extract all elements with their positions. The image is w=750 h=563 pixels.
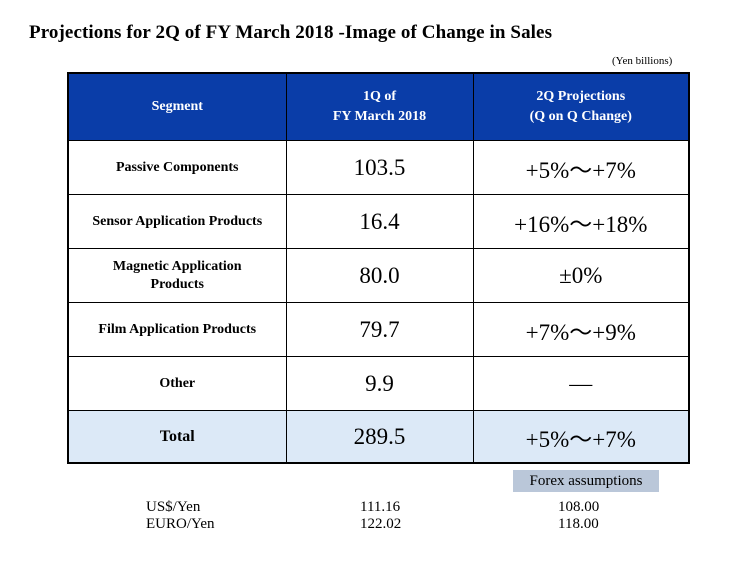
forex-euro-q1: 122.02 (360, 516, 402, 532)
row-q2-projection: +7%～+9% (472, 302, 690, 357)
row-q2-projection: — (472, 356, 690, 411)
row-segment: Film Application Products (67, 302, 287, 357)
unit-label: (Yen billions) (612, 55, 673, 67)
header-q1-line2: FY March 2018 (332, 109, 427, 124)
row-q1-value: 80.0 (285, 248, 474, 303)
forex-label-usd: US$/Yen (146, 499, 201, 515)
header-q2-line2: (Q on Q Change) (529, 109, 632, 124)
table-row: Magnetic Application Products 80.0 ±0% (67, 248, 690, 303)
row-q1-value: 79.7 (285, 302, 474, 357)
row-q1-value: 9.9 (285, 356, 474, 411)
row-segment: Sensor Application Products (67, 194, 287, 249)
forex-usd-q2: 108.00 (558, 499, 600, 515)
sales-projection-table: Segment 1Q of FY March 2018 2Q Projectio… (67, 72, 690, 464)
table-total-row: Total 289.5 +5%～+7% (67, 410, 690, 464)
row-q2-projection: ±0% (472, 248, 690, 303)
row-segment: Other (67, 356, 287, 411)
table-row: Other 9.9 — (67, 356, 690, 411)
row-segment-line1: Magnetic Application (112, 258, 242, 274)
total-q1-value: 289.5 (285, 410, 474, 464)
row-segment-line2: Products (150, 276, 204, 292)
table-row: Passive Components 103.5 +5%～+7% (67, 140, 690, 195)
row-q1-value: 16.4 (285, 194, 474, 249)
forex-assumptions-badge: Forex assumptions (513, 470, 659, 492)
header-q1-line1: 1Q of (362, 89, 397, 104)
row-q2-projection: +5%～+7% (472, 140, 690, 195)
forex-usd-q1: 111.16 (360, 499, 401, 515)
table-header-row: Segment 1Q of FY March 2018 2Q Projectio… (67, 72, 690, 141)
row-q1-value: 103.5 (285, 140, 474, 195)
forex-label-euro: EURO/Yen (146, 516, 215, 532)
total-segment: Total (67, 410, 287, 464)
table-row: Sensor Application Products 16.4 +16%～+1… (67, 194, 690, 249)
row-segment: Passive Components (67, 140, 287, 195)
header-q1: 1Q of FY March 2018 (285, 72, 474, 141)
header-q2: 2Q Projections (Q on Q Change) (472, 72, 690, 141)
row-q2-projection: +16%～+18% (472, 194, 690, 249)
page-title: Projections for 2Q of FY March 2018 -Ima… (29, 22, 553, 43)
row-segment: Magnetic Application Products (67, 248, 287, 303)
header-segment: Segment (67, 72, 287, 141)
table-row: Film Application Products 79.7 +7%～+9% (67, 302, 690, 357)
forex-euro-q2: 118.00 (558, 516, 599, 532)
total-q2-projection: +5%～+7% (472, 410, 690, 464)
header-q2-line1: 2Q Projections (536, 89, 626, 104)
